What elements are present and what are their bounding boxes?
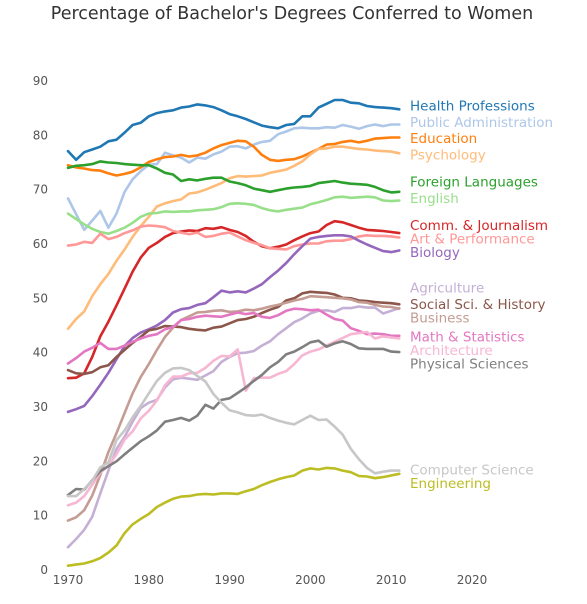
series-lines (66, 98, 401, 568)
series-label-health-professions: Health Professions (410, 98, 535, 114)
series-label-architecture: Architecture (410, 343, 493, 359)
series-line-english (66, 195, 401, 235)
series-label-social-sci-history: Social Sci. & History (410, 297, 546, 313)
series-line-public-administration (66, 123, 401, 232)
series-line-agriculture (66, 305, 401, 549)
series-label-engineering: Engineering (410, 476, 491, 492)
x-tick-label: 1970 (53, 573, 84, 587)
series-line-business (66, 294, 401, 522)
series-line-computer-science (66, 366, 401, 498)
series-label-biology: Biology (410, 245, 460, 261)
series-label-business: Business (410, 310, 470, 326)
series-label-math-statistics: Math & Statistics (410, 329, 525, 345)
y-tick-label: 20 (33, 454, 48, 468)
series-label-agriculture: Agriculture (410, 280, 484, 296)
series-line-architecture (66, 330, 401, 507)
x-tick-label: 2000 (295, 573, 326, 587)
y-tick-label: 50 (33, 291, 48, 305)
series-line-math-statistics (66, 307, 401, 365)
series-line-health-professions (66, 98, 401, 162)
y-tick-label: 0 (40, 563, 48, 577)
series-label-psychology: Psychology (410, 147, 486, 163)
series-label-computer-science: Computer Science (410, 462, 534, 478)
y-tick-label: 70 (33, 183, 48, 197)
y-tick-label: 80 (33, 128, 48, 142)
x-tick-label: 2010 (376, 573, 407, 587)
series-label-comm-journalism: Comm. & Journalism (410, 218, 548, 234)
x-tick-label: 2020 (457, 573, 488, 587)
series-label-english: English (410, 191, 459, 207)
y-tick-label: 40 (33, 346, 48, 360)
y-tick-label: 10 (33, 509, 48, 523)
series-label-physical-sciences: Physical Sciences (410, 357, 529, 373)
y-tick-label: 60 (33, 237, 48, 251)
series-label-education: Education (410, 131, 477, 147)
series-line-comm-journalism (66, 219, 401, 380)
y-axis-ticks: 0 10 20 30 40 50 60 70 80 90 (33, 74, 48, 577)
x-tick-label: 1980 (134, 573, 165, 587)
series-line-art-performance (66, 224, 401, 251)
y-tick-label: 30 (33, 400, 48, 414)
series-label-public-administration: Public Administration (410, 115, 553, 131)
series-line-education (66, 136, 401, 177)
x-tick-label: 1990 (214, 573, 245, 587)
series-label-foreign-languages: Foreign Languages (410, 175, 538, 191)
series-line-physical-sciences (66, 339, 401, 497)
chart-title: Percentage of Bachelor's Degrees Conferr… (51, 4, 533, 24)
series-line-engineering (66, 466, 401, 568)
series-line-psychology (66, 145, 401, 331)
x-axis-ticks: 1970 1980 1990 2000 2010 2020 (53, 573, 488, 587)
series-label-art-performance: Art & Performance (410, 232, 535, 248)
series-line-foreign-languages (66, 160, 401, 194)
series-line-biology (66, 234, 401, 414)
y-tick-label: 90 (33, 74, 48, 88)
